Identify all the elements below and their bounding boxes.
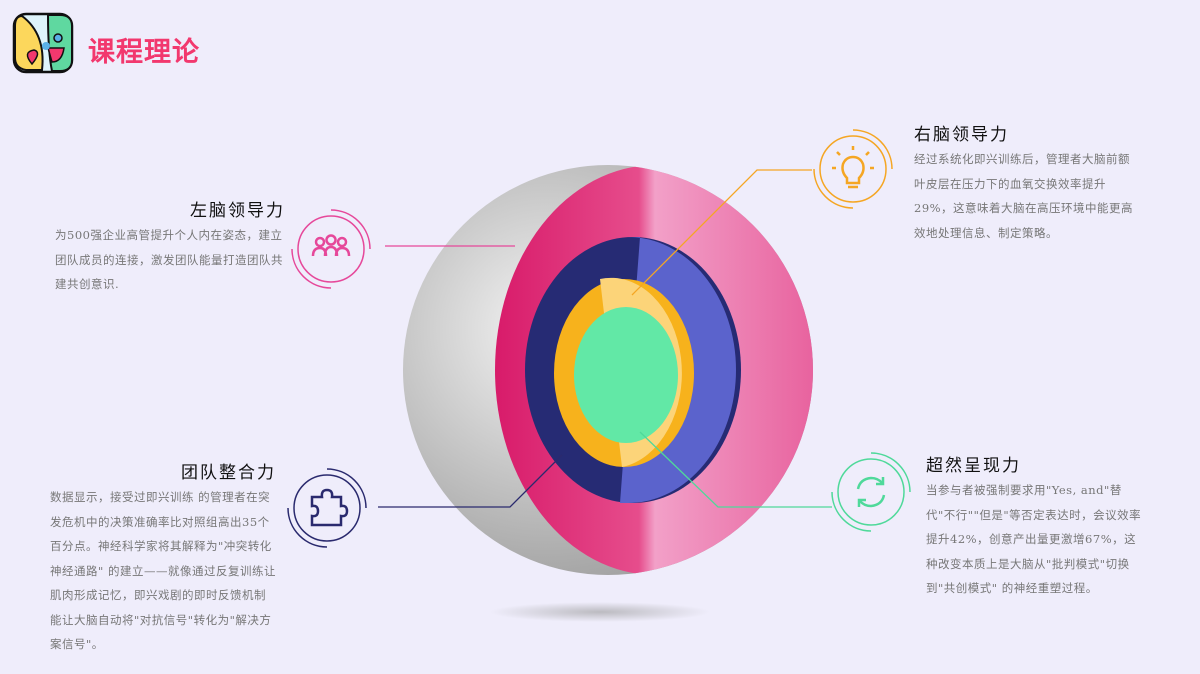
section-title: 左脑领导力 — [190, 201, 285, 221]
section-team-integration: 团队整合力 数据显示，接受过即兴训练 的管理者在突发危机中的决策准确率比对照组高… — [50, 458, 276, 657]
puzzle-icon — [287, 468, 367, 548]
section-body: 数据显示，接受过即兴训练 的管理者在突发危机中的决策准确率比对照组高出35个百分… — [50, 490, 276, 651]
section-body: 当参与者被强制要求用"Yes, and"替代"不行""但是"等否定表达时，会议效… — [926, 483, 1142, 595]
section-presence: 超然呈现力 当参与者被强制要求用"Yes, and"替代"不行""但是"等否定表… — [926, 451, 1148, 601]
page-title: 课程理论 — [88, 37, 200, 68]
section-title: 右脑领导力 — [914, 125, 1009, 145]
section-title: 团队整合力 — [181, 463, 276, 483]
lightbulb-icon — [813, 129, 893, 209]
section-title: 超然呈现力 — [926, 456, 1021, 476]
section-left-brain: 左脑领导力 为500强企业高管提升个人内在姿态，建立团队成员的连接，激发团队能量… — [55, 196, 285, 297]
refresh-icon — [831, 452, 911, 532]
section-right-brain: 右脑领导力 经过系统化即兴训练后，管理者大脑前额叶皮层在压力下的血氧交换效率提升… — [914, 120, 1136, 245]
layer-green — [574, 307, 678, 443]
logo — [12, 12, 74, 74]
section-body: 经过系统化即兴训练后，管理者大脑前额叶皮层在压力下的血氧交换效率提升29%，这意… — [914, 152, 1134, 240]
people-icon — [291, 209, 371, 289]
section-body: 为500强企业高管提升个人内在姿态，建立团队成员的连接，激发团队能量打造团队共建… — [55, 228, 283, 291]
